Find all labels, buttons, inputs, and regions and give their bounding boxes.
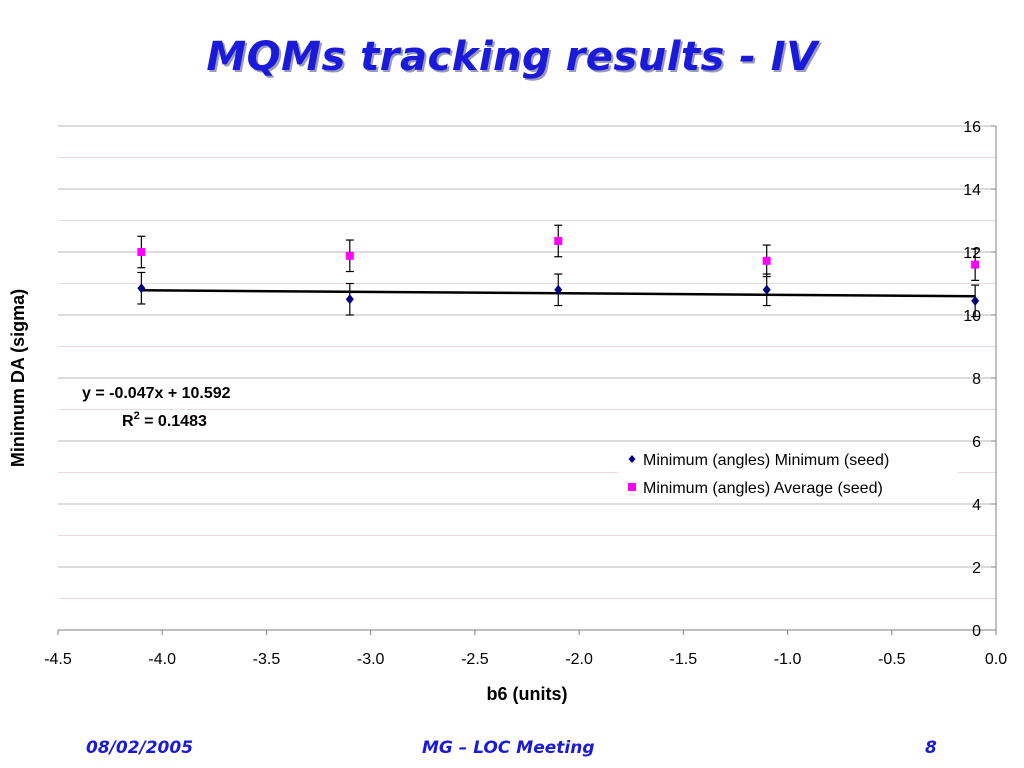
data-point-minimum-seed (137, 283, 146, 294)
y-tick-label: 8 (972, 371, 981, 388)
error-bars (137, 224, 980, 318)
x-tick-label: -3.5 (253, 651, 281, 668)
data-point-average-seed (345, 251, 354, 260)
y-tick-label: 6 (972, 434, 981, 451)
data-point-average-seed (554, 236, 563, 245)
data-point-minimum-seed (971, 295, 980, 306)
footer-meeting: MG – LOC Meeting (422, 738, 595, 758)
y-tick-label: 0 (972, 623, 981, 640)
data-point-average-seed (762, 256, 771, 265)
x-tick-label: -1.0 (774, 651, 802, 668)
slide-title: MQMs tracking results - IV (206, 34, 818, 80)
r2-superscript: 2 (134, 410, 140, 422)
footer-date: 08/02/2005 (86, 738, 194, 758)
r2-label: R (122, 413, 134, 430)
data-point-average-seed (971, 260, 980, 269)
axes (57, 125, 997, 635)
legend-label: Minimum (angles) Minimum (seed) (643, 452, 889, 469)
data-point-average-seed (137, 248, 146, 256)
chart: -4.5 -4.0 -3.5 -3.0 -2.5 -2.0 -1.5 -1.0 -0.5 0.00… (8, 119, 1007, 704)
legend-label: Minimum (angles) Average (seed) (643, 480, 883, 497)
trendline-r-squared: R2 = 0.1483 (122, 410, 207, 430)
x-tick-label: -0.5 (878, 651, 906, 668)
legend-background (618, 444, 958, 502)
x-tick-label: -4.0 (148, 651, 176, 668)
x-tick-label: -2.0 (565, 651, 593, 668)
x-axis-title: b6 (units) (487, 684, 568, 704)
y-tick-label: 14 (963, 182, 981, 199)
x-tick-label: -1.5 (670, 651, 698, 668)
legend: Minimum (angles) Minimum (seed) Minimum (… (618, 444, 958, 502)
y-tick-label: 4 (972, 497, 981, 514)
data-point-minimum-seed (345, 294, 354, 305)
x-tick-label: -4.5 (44, 651, 72, 668)
legend-marker-square (628, 483, 636, 491)
data-points (137, 236, 980, 306)
x-tick-label: -3.0 (357, 651, 385, 668)
tick-labels: -4.5 -4.0 -3.5 -3.0 -2.5 -2.0 -1.5 -1.0 -0.5 0.00… (44, 119, 1007, 668)
y-axis-title: Minimum DA (sigma) (8, 289, 28, 467)
r2-value: = 0.1483 (140, 413, 207, 430)
gridlines (58, 125, 996, 631)
x-tick-label: 0.0 (985, 651, 1007, 668)
legend-marker-diamond (628, 455, 636, 463)
x-tick-label: -2.5 (461, 651, 489, 668)
y-tick-label: 16 (963, 119, 981, 136)
data-point-minimum-seed (554, 284, 563, 295)
footer-page-number: 8 (925, 738, 937, 758)
data-point-minimum-seed (762, 284, 771, 295)
trendline-equation: y = -0.047x + 10.592 (82, 385, 231, 402)
y-tick-label: 12 (963, 245, 981, 262)
y-tick-label: 2 (972, 560, 981, 577)
